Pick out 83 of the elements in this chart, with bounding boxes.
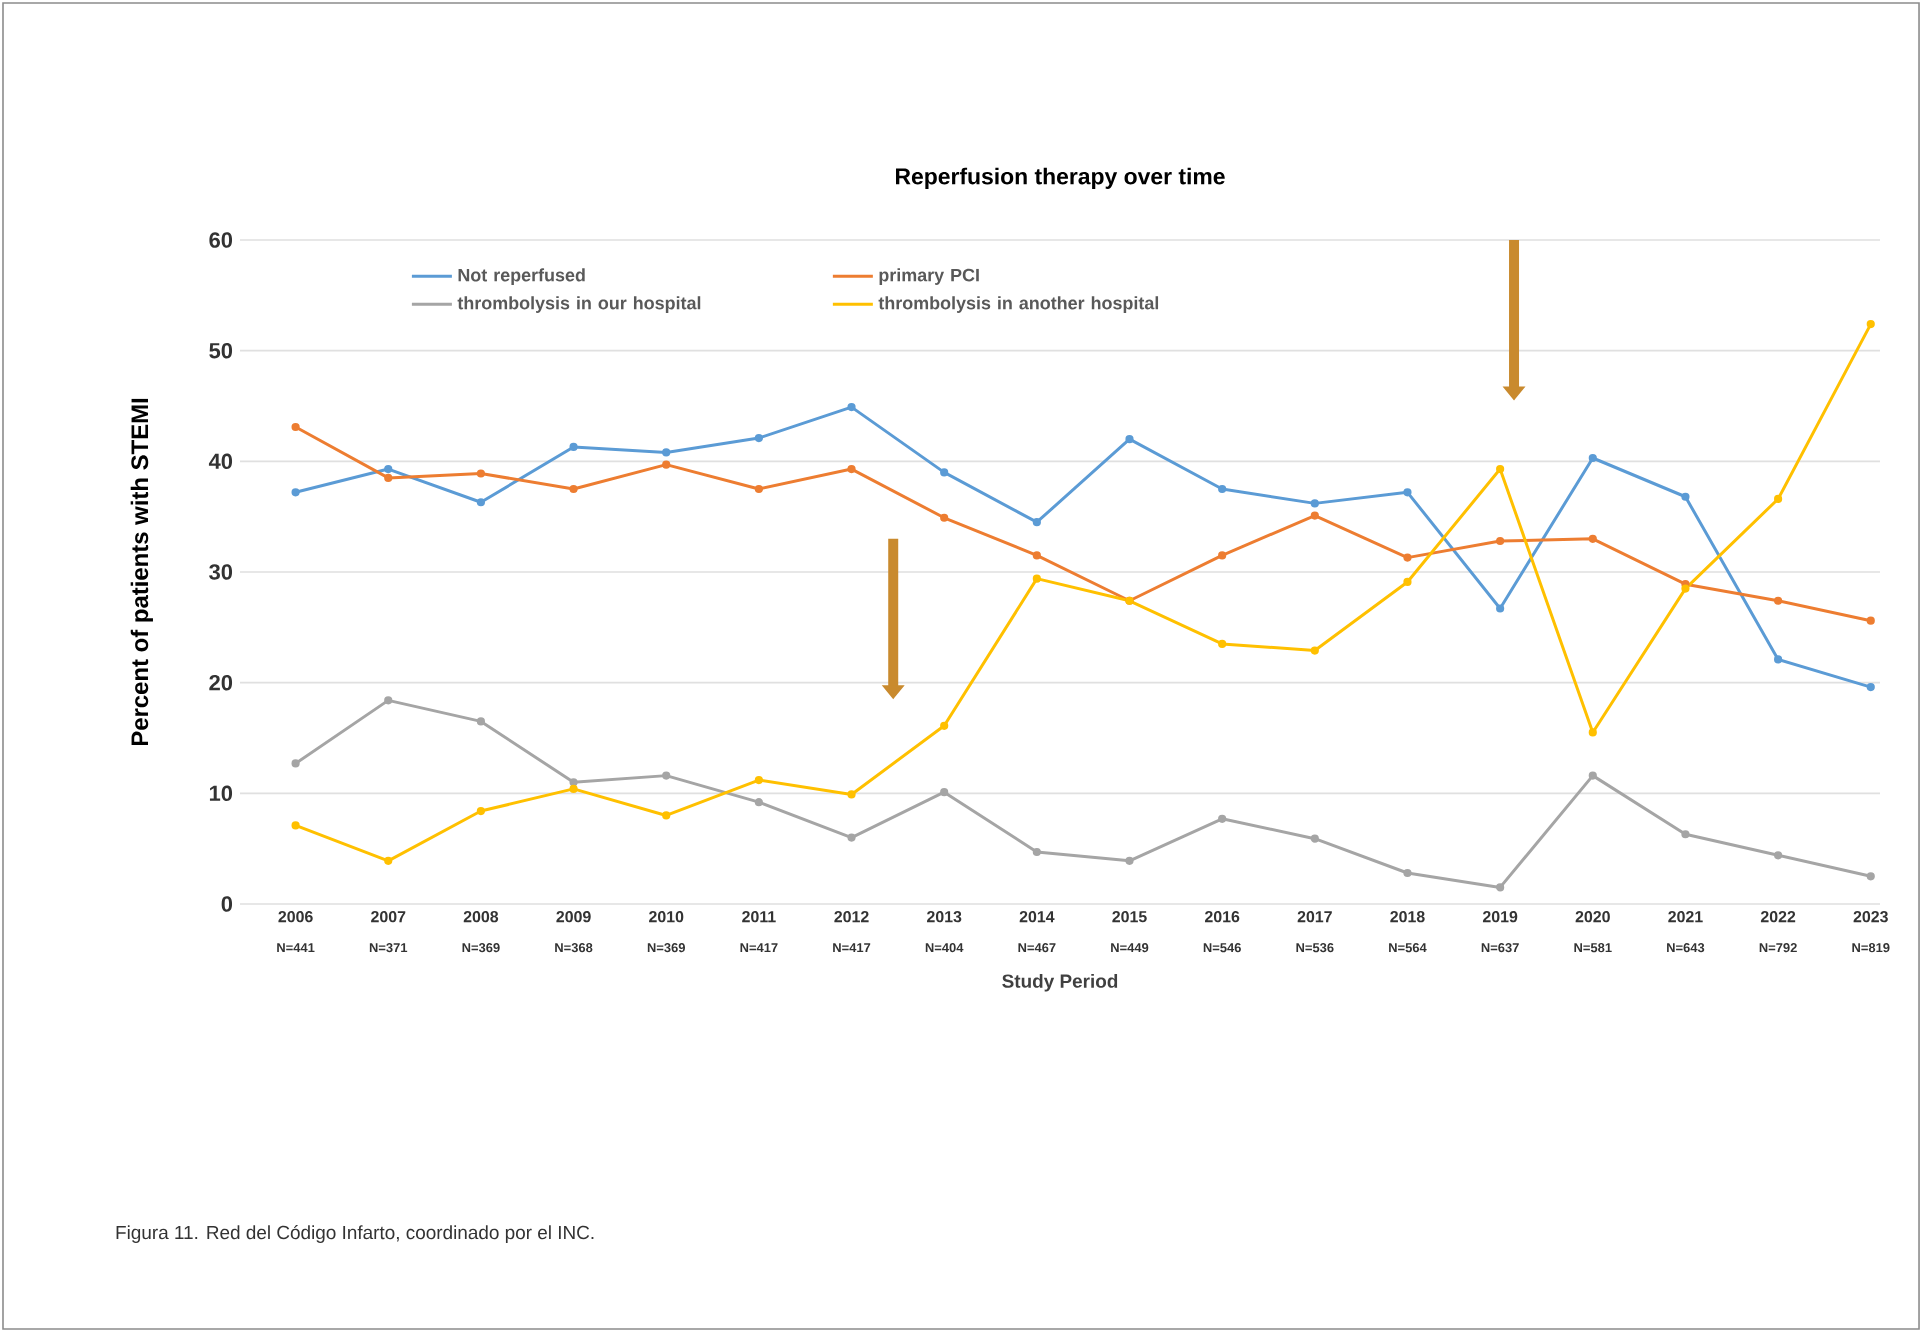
point [1588,771,1597,780]
point [940,788,949,797]
y-tick-label: 40 [208,453,233,470]
y-tick-label: 50 [209,342,233,359]
point [1218,484,1227,494]
y-axis-title: Percent of patients with STEMI [130,398,153,746]
point [1496,536,1505,546]
point [1588,728,1597,737]
point [1310,499,1319,508]
point [1218,639,1227,649]
point [662,771,671,780]
point [662,460,671,469]
point [847,833,856,842]
point [754,798,763,807]
point [847,403,856,412]
y-tick-label: 20 [209,674,233,691]
point [291,759,300,768]
point [1866,872,1875,881]
point [940,468,949,477]
point [1866,682,1875,692]
point [1588,453,1597,463]
point [1774,596,1783,605]
point [1032,574,1041,583]
point [1032,551,1041,560]
point [1774,494,1783,504]
legend-label: thrombolysis in another hospital [878,296,1159,313]
point [1774,851,1783,860]
point [1125,856,1134,865]
y-tick-label: 30 [209,564,233,580]
point [1588,534,1597,543]
point [569,784,578,793]
point [1681,492,1690,501]
point [1218,551,1227,560]
point [1496,604,1505,613]
point [291,422,300,432]
point [384,856,393,865]
y-tick-label: 10 [209,785,233,802]
point [662,811,671,820]
point [476,469,486,478]
point [1310,834,1319,843]
point [1866,616,1875,625]
point [1774,655,1783,664]
point [291,488,300,497]
point [754,484,763,494]
legend-label: Not reperfused [458,268,585,285]
point [662,448,671,457]
point [1125,435,1134,444]
point [1403,868,1412,878]
point [847,464,856,474]
point [754,433,763,443]
point [1403,553,1412,562]
point [476,717,486,726]
point [384,473,393,483]
point [291,821,300,830]
y-tick-label: 0 [221,896,233,912]
point [940,513,949,522]
text: Figura 11. Red del Código Infarto, coordinado por el INC. [116,1225,594,1243]
point [1403,577,1412,587]
point [754,775,763,785]
point [569,778,578,787]
chart-title: Reperfusion therapy over time [896,167,1225,189]
y-tick-label: 60 [209,232,233,248]
point [1032,847,1041,857]
point [1403,488,1412,497]
legend-label: primary PCI [879,268,979,285]
legend-label: thrombolysis in our hospital [457,296,701,313]
point [569,442,578,452]
point [1218,814,1227,823]
point [476,806,486,816]
point [1496,883,1505,892]
point [569,484,578,494]
point [384,696,393,705]
point [1681,830,1690,839]
point [384,464,393,474]
point [476,498,486,507]
point [1496,464,1505,474]
point [1866,320,1875,329]
x-axis-title: Study Period [1002,973,1118,992]
point [1310,646,1319,655]
point [847,790,856,799]
point [1032,518,1041,527]
point [940,721,949,730]
point [1310,511,1319,520]
